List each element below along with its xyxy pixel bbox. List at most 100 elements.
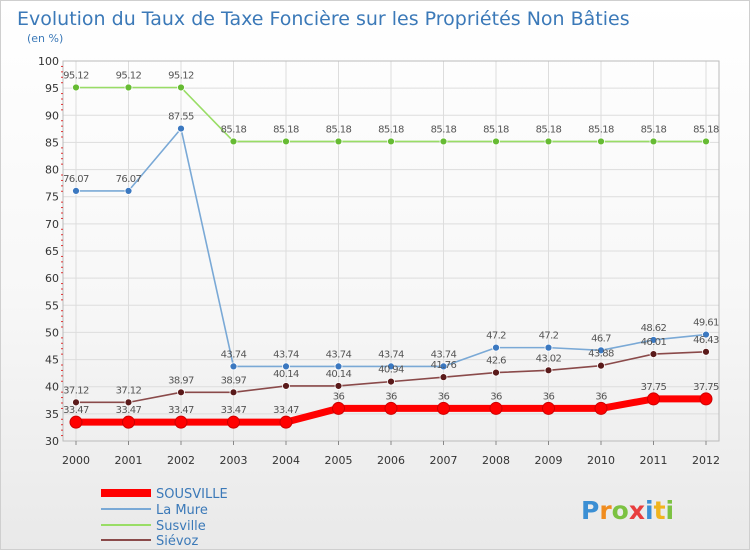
data-label-susville-2006: 85.18 (378, 124, 404, 135)
logo-letter-i: i (645, 496, 654, 525)
data-point-susville-2007 (439, 137, 448, 146)
data-point-la-mure-2007 (439, 362, 448, 371)
data-label-la-mure-2009: 47.2 (539, 331, 559, 342)
data-label-sievoz-2000: 37.12 (63, 385, 89, 396)
data-label-sousville-2012: 37.75 (693, 382, 719, 393)
data-point-la-mure-2001 (124, 187, 133, 195)
data-point-susville-2002 (177, 83, 185, 92)
x-tick-label-2009: 2009 (535, 454, 563, 467)
data-point-la-mure-2000 (72, 187, 80, 195)
x-tick-label-2005: 2005 (325, 454, 353, 467)
data-label-sievoz-2006: 40.94 (378, 365, 404, 376)
x-tick-label-2002: 2002 (167, 454, 195, 467)
data-label-la-mure-2004: 43.74 (273, 349, 299, 360)
y-tick-label-30: 30 (45, 435, 59, 448)
data-label-sievoz-2001: 37.12 (116, 385, 142, 396)
data-point-sousville-2004 (279, 415, 293, 429)
data-point-susville-2012 (702, 137, 710, 146)
logo-letter-r: r (599, 496, 612, 525)
data-label-sousville-2004: 33.47 (273, 405, 299, 416)
data-label-susville-2007: 85.18 (431, 124, 457, 135)
x-tick-label-2000: 2000 (62, 454, 90, 467)
data-point-la-mure-2010 (597, 346, 605, 355)
y-tick-label-75: 75 (45, 191, 59, 204)
data-point-sievoz-2008 (492, 368, 500, 377)
data-label-sievoz-2010: 43.88 (588, 349, 614, 360)
data-point-la-mure-2002 (177, 124, 185, 133)
x-axis: 2000 2001 2002 2003 2004 2005 2006 2007 2008 2009… (62, 441, 720, 467)
data-point-la-mure-2005 (334, 362, 343, 371)
data-label-sievoz-2003: 38.97 (221, 375, 247, 386)
data-point-susville-2005 (334, 137, 343, 146)
y-tick-label-60: 60 (45, 272, 59, 285)
data-label-susville-2008: 85.18 (483, 124, 509, 135)
data-label-la-mure-2005: 43.74 (326, 349, 352, 360)
logo-letter-p: P (581, 496, 599, 525)
data-label-sousville-2009: 36 (543, 391, 555, 402)
legend-label-la-mure: La Mure (156, 503, 208, 518)
x-tick-label-2011: 2011 (640, 454, 668, 467)
logo-letter-x: x (629, 496, 645, 525)
data-label-la-mure-2011: 48.62 (641, 323, 667, 334)
data-point-sousville-2005 (332, 401, 345, 415)
data-label-sousville-2011: 37.75 (641, 382, 667, 393)
data-label-susville-2011: 85.18 (641, 124, 667, 135)
data-point-sousville-2003 (227, 415, 240, 429)
data-label-susville-2003: 85.18 (221, 124, 247, 135)
data-label-la-mure-2002: 87.55 (168, 112, 194, 123)
data-label-sousville-2003: 33.47 (221, 405, 247, 416)
data-label-sievoz-2007: 41.76 (431, 360, 457, 371)
y-tick-label-95: 95 (45, 82, 59, 95)
y-axis: 30 35 40 45 50 55 60 65 70 75 80 85 90 95 100 (38, 55, 63, 448)
y-tick-label-40: 40 (45, 381, 59, 394)
data-point-susville-2000 (72, 83, 80, 92)
data-point-susville-2003 (229, 137, 238, 146)
data-point-sousville-2010 (594, 401, 608, 415)
data-point-sievoz-2011 (649, 350, 658, 358)
data-label-sievoz-2005: 40.14 (326, 369, 352, 380)
data-point-sievoz-2002 (177, 388, 185, 397)
data-label-sousville-2008: 36 (490, 391, 502, 402)
chart-title: Evolution du Taux de Taxe Foncière sur l… (17, 8, 630, 30)
data-point-la-mure-2003 (229, 362, 238, 371)
logo-letter-t: t (654, 496, 666, 525)
data-label-la-mure-2001: 76.07 (116, 174, 142, 185)
data-label-sousville-2007: 36 (438, 391, 450, 402)
legend-label-sievoz: Siévoz (156, 534, 199, 549)
x-tick-label-2007: 2007 (430, 454, 458, 467)
y-tick-label-85: 85 (45, 136, 59, 149)
chart-subtitle: (en %) (27, 32, 63, 45)
x-tick-label-2008: 2008 (482, 454, 510, 467)
y-tick-label-50: 50 (45, 326, 59, 339)
proxiti-logo: Proxiti (581, 496, 674, 525)
data-label-susville-2004: 85.18 (273, 124, 299, 135)
legend: SOUSVILLE La Mure Susville Siévoz (101, 487, 228, 549)
data-point-susville-2008 (492, 137, 500, 146)
data-label-susville-2009: 85.18 (536, 124, 562, 135)
y-tick-label-80: 80 (45, 164, 59, 177)
data-label-sievoz-2002: 38.97 (168, 375, 194, 386)
x-tick-label-2001: 2001 (115, 454, 143, 467)
legend-label-sousville: SOUSVILLE (156, 487, 228, 502)
data-label-sievoz-2004: 40.14 (273, 369, 299, 380)
data-label-susville-2002: 95.12 (168, 70, 194, 81)
data-label-susville-2005: 85.18 (326, 124, 352, 135)
data-label-la-mure-2012: 49.61 (693, 318, 719, 329)
y-tick-label-55: 55 (45, 299, 59, 312)
data-point-sievoz-2000 (72, 398, 80, 407)
data-point-sievoz-2010 (597, 361, 605, 370)
data-point-sousville-2002 (174, 415, 188, 429)
data-point-susville-2009 (544, 137, 553, 146)
data-point-susville-2010 (597, 137, 605, 146)
data-label-sousville-2002: 33.47 (168, 405, 194, 416)
data-label-susville-2000: 95.12 (63, 70, 89, 81)
data-label-sievoz-2011: 46.01 (641, 337, 667, 348)
legend-label-susville: Susville (156, 519, 206, 534)
data-labels: 33.47 33.47 33.47 33.47 33.47 36 36 36 36 36 36 37.… (63, 70, 719, 416)
y-tick-label-35: 35 (45, 408, 59, 421)
data-point-susville-2001 (124, 83, 133, 92)
data-label-susville-2010: 85.18 (588, 124, 614, 135)
data-point-la-mure-2004 (282, 362, 290, 371)
data-point-sousville-2000 (69, 415, 83, 429)
